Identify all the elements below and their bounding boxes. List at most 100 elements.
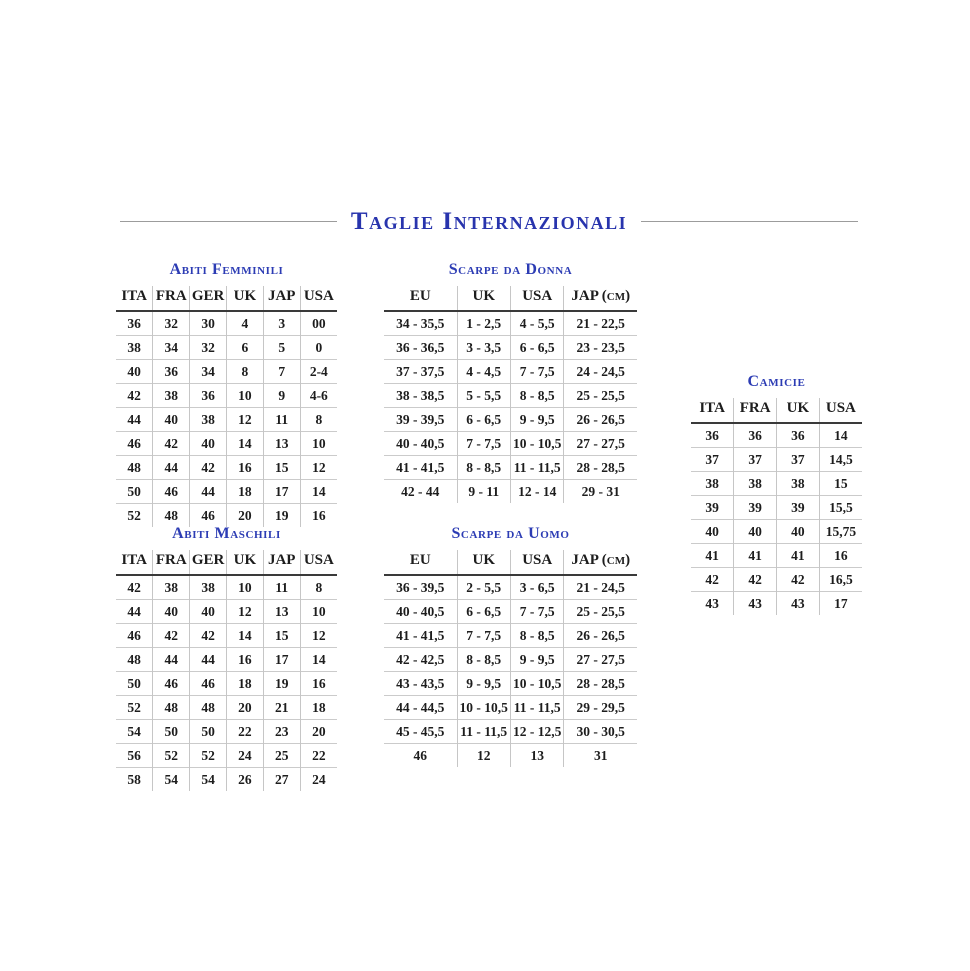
header-row: ITA FRA GER UK JAP USA: [116, 550, 337, 576]
size-cell: 14: [226, 623, 264, 648]
page-title: Taglie Internazionali: [350, 208, 628, 235]
table-row: 44 40 40 12 13 10: [116, 599, 337, 624]
column-header: USA: [819, 398, 862, 424]
size-cell: 16: [300, 503, 337, 527]
size-cell: 20: [226, 503, 264, 527]
table-row: 45 - 45,5 11 - 11,5 12 - 12,5 30 - 30,5: [384, 719, 637, 744]
size-cell: 8 - 8,5: [510, 383, 565, 408]
table-row: 44 40 38 12 11 8: [116, 407, 337, 432]
table-row: 34 - 35,5 1 - 2,5 4 - 5,5 21 - 22,5: [384, 311, 637, 336]
size-cell: 27 - 27,5: [563, 647, 637, 672]
size-cell: 25 - 25,5: [563, 383, 637, 408]
size-cell: 40: [691, 519, 735, 544]
table-row: 52 48 48 20 21 18: [116, 695, 337, 720]
size-cell: 15: [263, 455, 301, 480]
size-cell: 6 - 6,5: [457, 599, 511, 624]
size-cell: 8: [226, 359, 264, 384]
size-cell: 46: [116, 623, 154, 648]
size-cell: 16: [226, 647, 264, 672]
size-cell: 44: [152, 647, 191, 672]
table-row: 42 42 42 16,5: [691, 567, 862, 592]
size-cell: 50: [116, 479, 154, 504]
table-row: 40 40 40 15,75: [691, 519, 862, 544]
size-cell: 12: [226, 599, 264, 624]
size-cell: 44: [189, 479, 227, 504]
size-cell: 38: [776, 471, 820, 496]
size-cell: 27 - 27,5: [563, 431, 637, 456]
size-cell: 11 - 11,5: [510, 695, 565, 720]
size-cell: 41 - 41,5: [384, 455, 458, 480]
section-heading: Scarpe da Donna: [448, 261, 573, 278]
table-row: 36 - 36,5 3 - 3,5 6 - 6,5 23 - 23,5: [384, 335, 637, 360]
size-cell: 8 - 8,5: [457, 647, 511, 672]
table-row: 58 54 54 26 27 24: [116, 767, 337, 791]
column-header: ITA: [116, 286, 154, 312]
table-row: 43 43 43 17: [691, 591, 862, 615]
size-cell: 34 - 35,5: [384, 311, 458, 336]
column-header: USA: [300, 286, 337, 312]
table-row: 43 - 43,5 9 - 9,5 10 - 10,5 28 - 28,5: [384, 671, 637, 696]
size-cell: 21 - 24,5: [576, 580, 625, 595]
size-cell: 21 - 22,5: [576, 316, 625, 331]
size-cell: 42: [733, 567, 777, 592]
size-cell: 29 - 29,5: [563, 695, 637, 720]
size-cell: 12: [300, 455, 337, 480]
size-cell: 39: [776, 495, 820, 520]
size-cell: 15,5: [819, 495, 862, 520]
column-header: FRA: [733, 398, 777, 424]
size-cell: 11 - 11,5: [510, 455, 565, 480]
section-camicie: Camicie ITA FRA UK USA 36 36 36 14 37 37 37 14,5 38 3…: [691, 374, 862, 615]
size-cell: 16: [226, 455, 264, 480]
table-row: 46 42 42 14 15 12: [116, 623, 337, 648]
size-cell: 3: [263, 311, 301, 336]
size-cell: 12: [226, 407, 264, 432]
size-cell: 46: [384, 743, 458, 767]
size-cell: 4 - 4,5: [457, 359, 511, 384]
size-cell: 11 - 11,5: [457, 719, 511, 744]
size-cell: 38: [691, 471, 735, 496]
size-cell: 42: [152, 623, 191, 648]
size-cell: 38: [189, 575, 227, 600]
size-cell: 17: [819, 591, 862, 615]
size-cell: 46: [152, 479, 191, 504]
size-cell: 41: [776, 543, 820, 568]
table-row: 42 - 42,5 8 - 8,5 9 - 9,5 27 - 27,5: [384, 647, 637, 672]
size-cell: 7 - 7,5: [457, 623, 511, 648]
size-cell: 38: [152, 383, 191, 408]
size-cell: 6: [226, 335, 264, 360]
size-cell: 38: [189, 407, 227, 432]
size-cell: 44: [116, 407, 154, 432]
section-abiti-femminili: Abiti Femminili ITA FRA GER UK JAP USA 36 32 30 4…: [116, 262, 337, 527]
size-cell: 17: [263, 647, 301, 672]
table-row: 41 41 41 16: [691, 543, 862, 568]
size-cell: 9 - 11: [457, 479, 511, 503]
column-header: EU: [384, 550, 458, 576]
table-row: 42 - 44 9 - 11 12 - 14 29 - 31: [384, 479, 637, 503]
size-cell: 36: [776, 423, 820, 448]
size-cell: 40: [189, 599, 227, 624]
size-cell: 13: [510, 743, 565, 767]
size-cell: 31: [563, 743, 637, 767]
size-cell: 32: [152, 311, 191, 336]
column-header: GER: [189, 286, 227, 312]
size-cell: 50: [152, 719, 191, 744]
size-cell: 40 - 40,5: [384, 599, 458, 624]
size-cell: 36 - 36,5: [384, 335, 458, 360]
size-cell: 1 - 2,5: [457, 311, 511, 336]
size-cell: 7 - 7,5: [457, 431, 511, 456]
section-scarpe-da-uomo: Scarpe da Uomo EU UK USA JAP (cm) 36 - 39,5 2…: [384, 526, 637, 767]
size-cell: 44 - 44,5: [384, 695, 458, 720]
size-cell: 36 - 39,5: [384, 575, 458, 600]
size-cell: 10 - 10,5: [510, 671, 565, 696]
size-cell: 7 - 7,5: [510, 359, 565, 384]
size-cell: 4: [226, 311, 264, 336]
size-cell: 10: [300, 599, 337, 624]
size-cell: 38: [733, 471, 777, 496]
size-cell: 20: [300, 719, 337, 744]
size-cell: 19: [263, 503, 301, 527]
size-cell: 13: [263, 599, 301, 624]
column-header: ITA: [691, 398, 735, 424]
table-row: 37 37 37 14,5: [691, 447, 862, 472]
column-header: UK: [226, 550, 264, 576]
size-cell: 14,5: [819, 447, 862, 472]
